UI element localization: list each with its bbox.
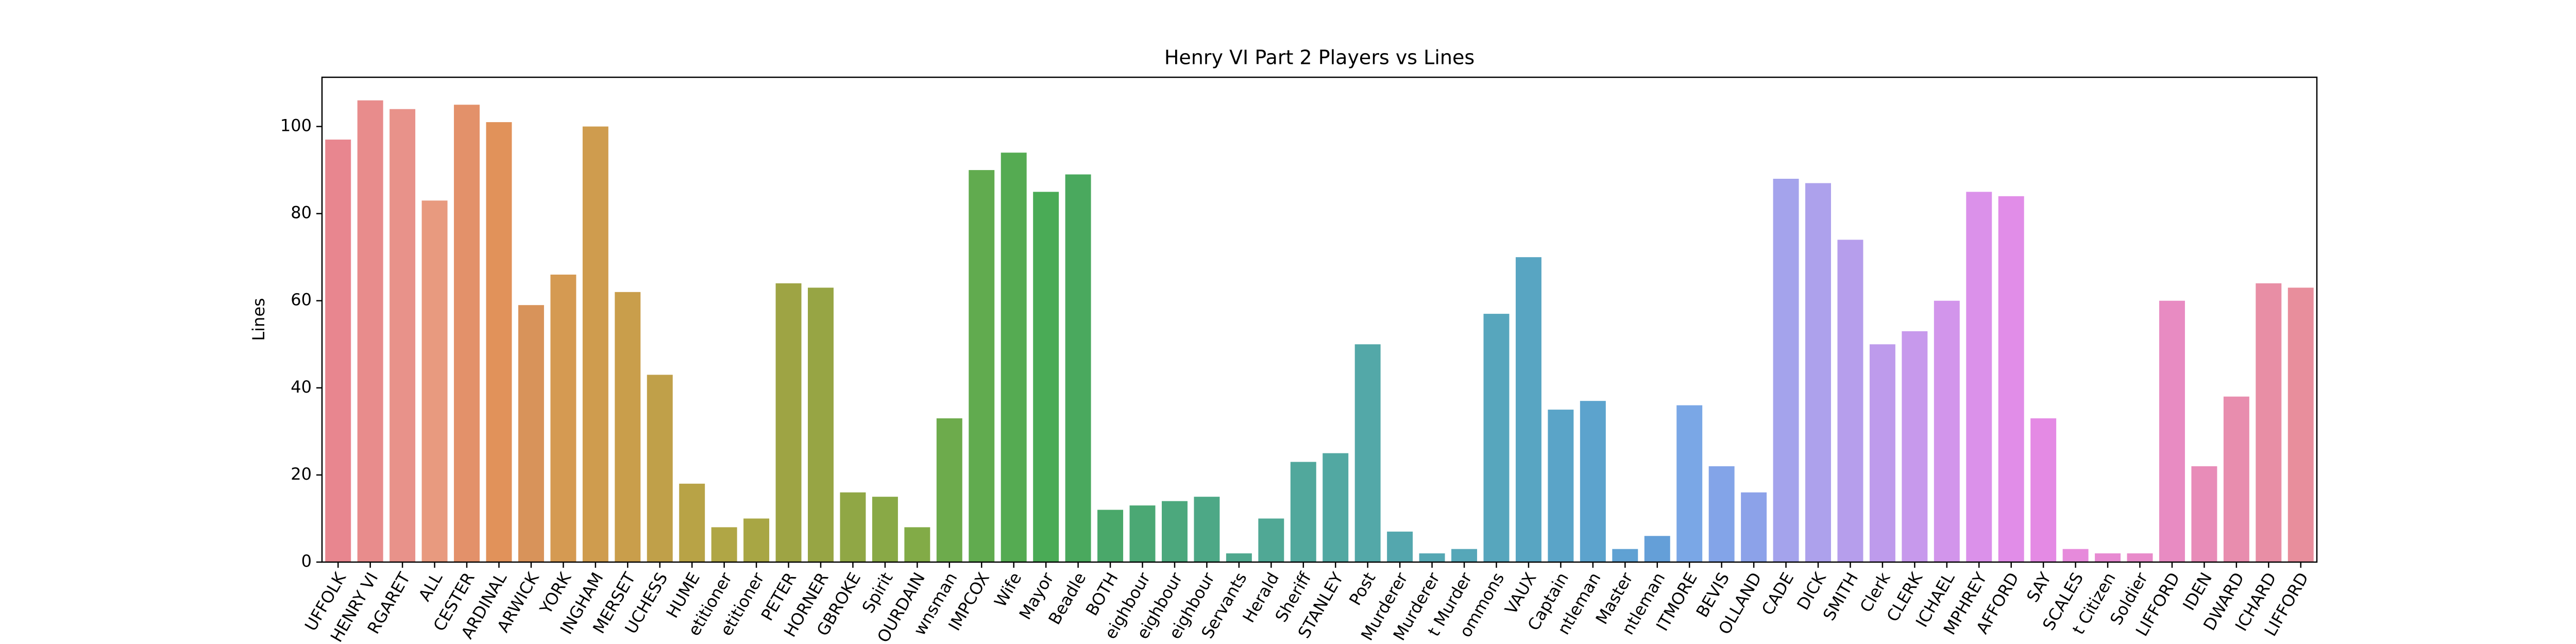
bar (1805, 183, 1831, 562)
y-tick-label: 40 (291, 377, 312, 397)
bar (2287, 287, 2314, 562)
bar (1129, 505, 1156, 562)
bar (2159, 300, 2185, 562)
bar (872, 497, 898, 562)
bar (1097, 510, 1124, 562)
bar (421, 200, 448, 562)
bar (389, 109, 416, 563)
bar (1644, 536, 1670, 562)
bar (743, 518, 770, 562)
bar (2256, 283, 2282, 562)
bar (1226, 553, 1252, 562)
bar (1033, 192, 1059, 562)
bar (454, 105, 480, 562)
bar (325, 139, 351, 563)
bar (1323, 453, 1349, 562)
bar (1934, 300, 1960, 562)
bar (1837, 240, 1863, 562)
bar (550, 274, 577, 562)
chart-title: Henry VI Part 2 Players vs Lines (1164, 46, 1475, 69)
bar (647, 375, 673, 562)
bar (1676, 405, 1703, 562)
bar (2030, 418, 2057, 562)
bar (1161, 501, 1188, 562)
bar (1998, 196, 2024, 563)
bar (1290, 462, 1316, 562)
y-tick-label: 60 (291, 290, 312, 310)
bar (1065, 174, 1091, 562)
bar (1708, 466, 1735, 562)
x-tick-label: SAY (2023, 569, 2055, 605)
bar (1548, 410, 1574, 562)
bar (486, 122, 512, 563)
bar (936, 418, 962, 562)
bar (808, 287, 834, 562)
bar (1387, 531, 1413, 562)
bar (518, 305, 544, 562)
bar (1580, 401, 1606, 562)
y-tick-label: 100 (280, 116, 312, 135)
x-tick-label: ALL (415, 569, 447, 604)
bar (1966, 192, 1992, 562)
bar (1419, 553, 1445, 562)
bar (1001, 152, 1027, 563)
bar (2127, 553, 2153, 562)
bar (711, 527, 737, 562)
bar (357, 100, 383, 563)
y-tick-label: 80 (291, 203, 312, 223)
bar (1483, 314, 1510, 562)
y-axis-label: Lines (249, 298, 268, 341)
bar (1902, 331, 1928, 562)
bar (2223, 396, 2249, 562)
bar (904, 527, 930, 562)
x-tick-label: Post (1345, 569, 1379, 609)
bar (1741, 492, 1767, 562)
bar (1515, 257, 1541, 562)
y-tick-label: 20 (291, 464, 312, 484)
bar (840, 492, 866, 562)
bar (1451, 549, 1478, 562)
bar (2095, 553, 2121, 562)
bar (2062, 549, 2089, 562)
y-tick-label: 0 (301, 551, 312, 571)
bar (1194, 497, 1220, 562)
plot-frame (321, 76, 2318, 563)
bar (1354, 344, 1381, 562)
bar (1869, 344, 1895, 562)
bar (2191, 466, 2217, 562)
bar (679, 483, 705, 562)
bar (1612, 549, 1638, 562)
bar (582, 126, 608, 562)
bar (775, 283, 802, 562)
bar (969, 170, 995, 562)
bar (615, 292, 641, 562)
bar (1773, 178, 1799, 562)
x-tick-label: CADE (1758, 569, 1798, 619)
bar (1258, 518, 1284, 562)
